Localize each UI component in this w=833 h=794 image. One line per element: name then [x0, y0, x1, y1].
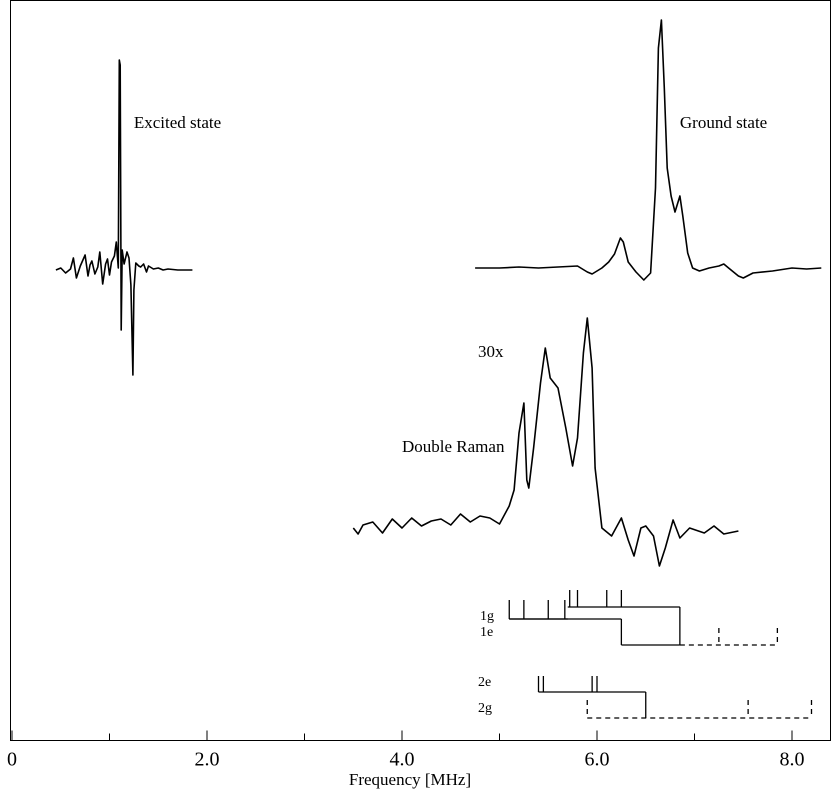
annotation-excited-state: Excited state: [134, 113, 221, 132]
x-tick-label: 6.0: [585, 749, 610, 771]
x-tick-label: 0: [7, 749, 17, 771]
trace-ground-state: [475, 19, 822, 281]
x-axis: 0 2.0 4.0 6.0 8.0: [7, 730, 805, 771]
annotation-ground-state: Ground state: [680, 113, 767, 132]
spectrum-traces: [55, 19, 822, 567]
trace-double-raman: [352, 317, 739, 567]
x-tick-label: 2.0: [195, 749, 220, 771]
level-label-1g: 1g: [480, 609, 494, 624]
level-label-2e: 2e: [478, 675, 491, 690]
trace-excited-state: [55, 59, 193, 376]
annotations: Excited state Ground state 30x Double Raman: [134, 113, 767, 456]
x-tick-label: 8.0: [780, 749, 805, 771]
x-tick-label: 4.0: [390, 749, 415, 771]
level-label-2g: 2g: [478, 701, 492, 716]
annotation-double-raman: Double Raman: [402, 437, 505, 456]
level-label-1e: 1e: [480, 625, 493, 640]
plot-frame: [10, 0, 831, 741]
x-axis-label: Frequency [MHz]: [349, 770, 471, 789]
annotation-30x: 30x: [478, 342, 504, 361]
